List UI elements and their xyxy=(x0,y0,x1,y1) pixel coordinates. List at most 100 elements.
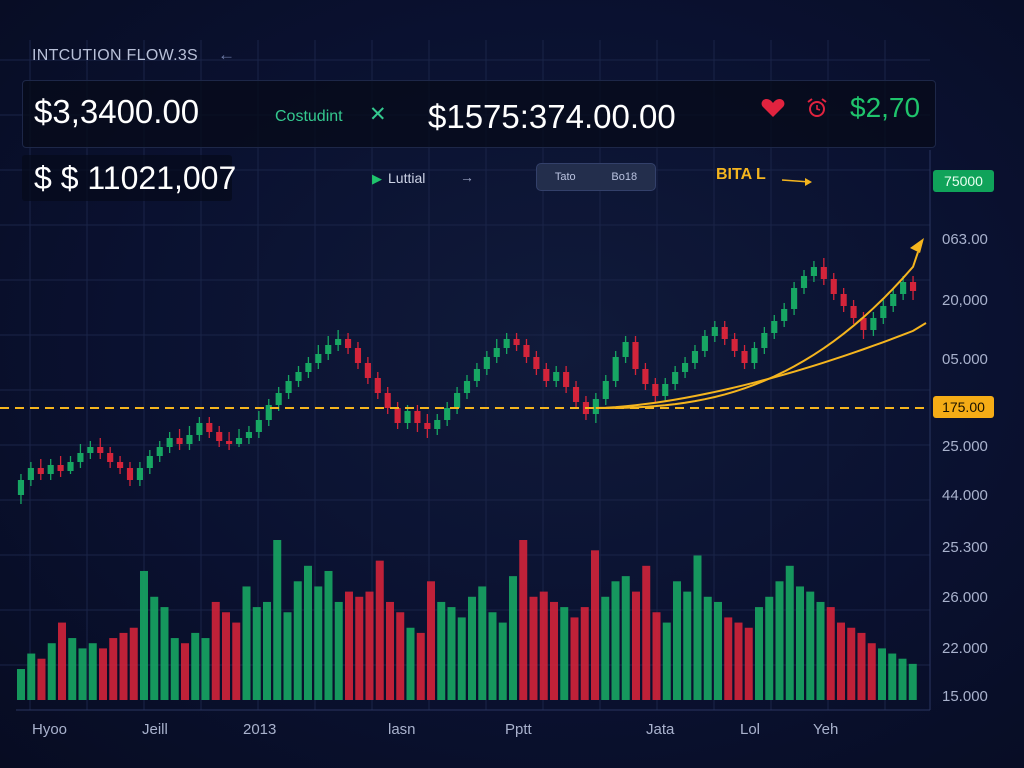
volume-bar xyxy=(304,565,312,700)
volume-bars xyxy=(17,540,917,700)
candle-body xyxy=(840,294,847,306)
candle-body xyxy=(652,384,659,396)
timeframe-toggle[interactable]: Tato Bo18 xyxy=(536,163,656,191)
volume-bar xyxy=(78,648,87,700)
candle-body xyxy=(741,351,748,363)
volume-bar xyxy=(570,617,579,700)
volume-bar xyxy=(611,581,620,700)
x-tick-label: lasn xyxy=(388,721,416,738)
volume-bar xyxy=(837,622,845,700)
y-tick-label: 25.300 xyxy=(942,539,988,556)
candle-body xyxy=(503,339,510,348)
volume-bar xyxy=(898,658,907,700)
candle-body xyxy=(592,399,599,414)
volume-bar xyxy=(714,601,722,700)
volume-bar xyxy=(785,565,794,700)
candle-body xyxy=(444,408,451,420)
candle-body xyxy=(226,441,233,444)
candle-body xyxy=(117,462,124,468)
timeframe-right[interactable]: Bo18 xyxy=(611,171,638,183)
heart-icon[interactable] xyxy=(760,96,786,120)
volume-bar xyxy=(201,638,210,700)
x-tick-label: Jeill xyxy=(142,721,168,738)
candle-body xyxy=(305,363,312,372)
volume-bar xyxy=(345,591,353,700)
x-tick-label: Hyoo xyxy=(32,721,68,738)
candle-body xyxy=(642,369,649,384)
volume-bar xyxy=(293,581,302,700)
candle-body xyxy=(384,393,391,408)
candle-body xyxy=(126,468,134,480)
volume-bar xyxy=(37,658,46,700)
y-tick-label: 20,000 xyxy=(942,292,988,309)
volume-bar xyxy=(816,601,825,700)
volume-bar xyxy=(99,648,107,700)
y-tick-label: 15.000 xyxy=(942,688,988,705)
volume-bar xyxy=(252,607,261,700)
volume-bar xyxy=(17,669,25,700)
y-tick-label: 063.00 xyxy=(942,231,988,248)
y-tick-label: 26.000 xyxy=(942,589,988,606)
app-title: INTCUTION FLOW.3S xyxy=(32,47,198,64)
volume-bar xyxy=(314,586,323,700)
volume-bar xyxy=(908,663,917,700)
volume-bar xyxy=(211,601,220,700)
volume-bar xyxy=(539,591,548,700)
volume-bar xyxy=(68,638,77,700)
candle-body xyxy=(146,456,153,468)
volume-bar xyxy=(191,632,200,700)
candle-body xyxy=(632,342,639,369)
secondary-price: $1575:374.00.00 xyxy=(428,98,676,135)
volume-bar xyxy=(375,560,384,700)
y-tick-label: 22.000 xyxy=(942,640,988,657)
candle-body xyxy=(97,447,104,453)
candle-body xyxy=(691,351,699,363)
volume-bar xyxy=(150,596,159,700)
volume-bar xyxy=(181,643,189,700)
timeframe-left[interactable]: Tato xyxy=(554,171,576,183)
volume-bar xyxy=(47,643,56,700)
y-tick-label: 05.000 xyxy=(942,351,988,368)
candle-body xyxy=(483,357,490,369)
close-icon[interactable]: ✕ xyxy=(369,103,387,126)
candle-body xyxy=(454,393,461,408)
candle-body xyxy=(711,327,718,336)
volume-bar xyxy=(693,555,702,700)
candle-body xyxy=(235,438,243,444)
volume-bar xyxy=(560,607,569,700)
candle-body xyxy=(622,342,629,357)
volume-bar xyxy=(170,638,179,700)
chevron-right-icon[interactable]: → xyxy=(460,169,474,185)
volume-bar xyxy=(580,607,589,700)
candle-body xyxy=(890,294,897,306)
alarm-icon[interactable] xyxy=(804,96,830,120)
volume-bar xyxy=(652,612,661,700)
y-label-highlight-green: 75000 xyxy=(933,170,994,192)
overlays xyxy=(0,178,930,409)
candle-body xyxy=(543,369,550,381)
candle-body xyxy=(275,393,282,405)
x-tick-label: 2013 xyxy=(243,721,277,738)
y-label-highlight-orange: 175.00 xyxy=(933,396,994,418)
candle-body xyxy=(374,378,381,393)
candle-body xyxy=(791,288,798,309)
y-tick-label: 44.000 xyxy=(942,487,988,504)
volume-bar xyxy=(88,643,97,700)
volume-bar xyxy=(140,570,148,700)
volume-bar xyxy=(242,586,251,700)
candle-body xyxy=(909,282,917,291)
moving-average-fast xyxy=(595,251,919,409)
back-arrow-icon[interactable]: ← xyxy=(218,45,235,64)
volume-bar xyxy=(406,627,415,700)
candle-body xyxy=(255,420,262,432)
volume-bar xyxy=(642,565,651,700)
live-toggle[interactable]: ▶ Luttial xyxy=(372,170,425,187)
volume-bar xyxy=(775,581,784,700)
play-icon: ▶ xyxy=(372,171,382,186)
volume-bar xyxy=(755,607,763,700)
x-tick-label: Yeh xyxy=(813,721,839,738)
candle-body xyxy=(493,348,500,357)
candle-body xyxy=(681,363,689,372)
candle-body xyxy=(196,423,203,435)
